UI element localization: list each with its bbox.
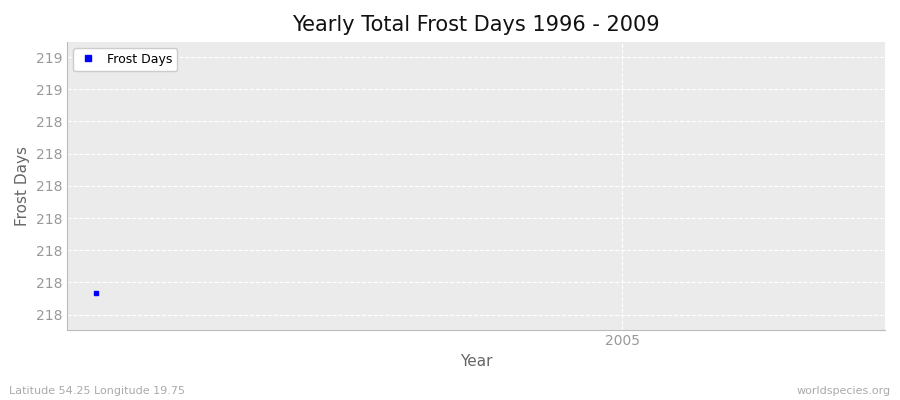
X-axis label: Year: Year bbox=[460, 354, 492, 369]
Title: Yearly Total Frost Days 1996 - 2009: Yearly Total Frost Days 1996 - 2009 bbox=[292, 15, 660, 35]
Text: Latitude 54.25 Longitude 19.75: Latitude 54.25 Longitude 19.75 bbox=[9, 386, 185, 396]
Text: worldspecies.org: worldspecies.org bbox=[796, 386, 891, 396]
Legend: Frost Days: Frost Days bbox=[73, 48, 177, 71]
Y-axis label: Frost Days: Frost Days bbox=[15, 146, 30, 226]
